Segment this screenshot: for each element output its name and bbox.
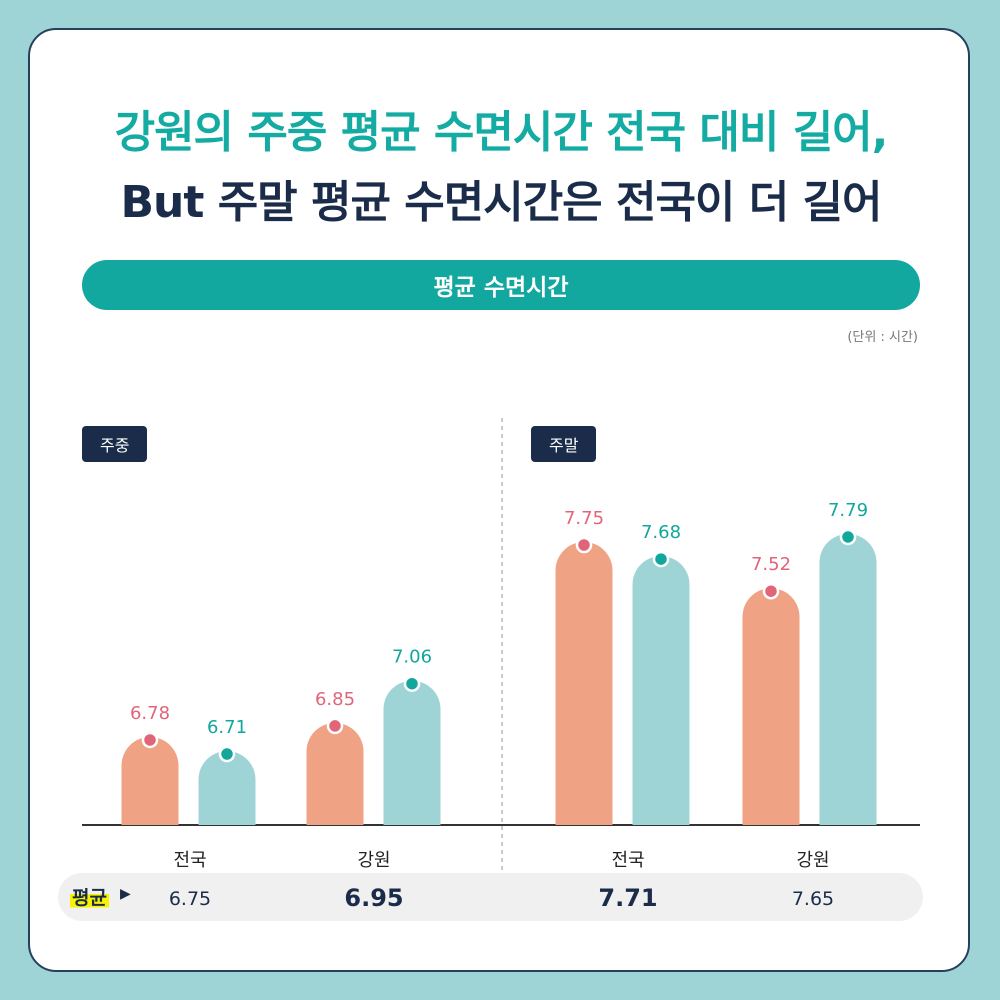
value-marker-dot (326, 717, 344, 735)
category-label: 전국 (611, 850, 645, 871)
average-label: 평균 (70, 883, 109, 910)
value-marker-dot (762, 582, 780, 600)
data-label: 7.06 (392, 647, 432, 668)
value-marker-dot (403, 675, 421, 692)
bar-gangwon (819, 533, 877, 825)
weekday-panel-tag: 주중 (82, 426, 148, 462)
average-value: 6.95 (344, 884, 404, 912)
headline-line-2: But 주말 평균 수면시간은 전국이 더 길어 (120, 177, 882, 228)
category-label: 강원 (796, 850, 830, 871)
bar-chart: 6.78 6.71 6.85 7.06 7.75 7.68 7.52 7.79 (82, 418, 920, 920)
value-marker-dot (218, 745, 236, 763)
bar-gangwon (383, 680, 441, 825)
data-label: 7.68 (641, 522, 681, 543)
bar-national (742, 588, 800, 825)
average-row: 평균 ▶ 6.75 6.95 7.71 7.65 (58, 873, 923, 921)
infographic-card: 강원의 주중 평균 수면시간 전국 대비 길어, But 주말 평균 수면시간은… (28, 28, 970, 972)
bar-national (555, 542, 613, 825)
category-label: 강원 (357, 850, 391, 871)
section-title: 평균 수면시간 (82, 260, 920, 310)
headline-line-1: 강원의 주중 평균 수면시간 전국 대비 길어, (114, 107, 889, 158)
value-marker-dot (839, 528, 857, 546)
bar-national (121, 736, 179, 825)
value-marker-dot (141, 731, 159, 749)
data-label: 7.75 (564, 508, 604, 529)
category-label: 전국 (173, 850, 207, 871)
value-marker-dot (652, 550, 670, 568)
triangle-right-icon: ▶ (120, 886, 131, 902)
bar-gangwon (198, 751, 256, 825)
data-label: 6.71 (207, 717, 247, 738)
average-value: 6.75 (168, 888, 212, 910)
average-value: 7.71 (598, 884, 658, 912)
bar-gangwon (632, 556, 690, 825)
data-label: 7.52 (751, 554, 791, 575)
data-label: 6.78 (130, 703, 170, 724)
average-value: 7.65 (791, 888, 835, 910)
data-label: 7.79 (828, 500, 868, 521)
data-label: 6.85 (315, 689, 355, 710)
bar-national (306, 722, 364, 825)
weekend-panel-tag: 주말 (531, 426, 597, 462)
value-marker-dot (575, 536, 593, 554)
unit-note: (단위 : 시간) (847, 330, 918, 345)
